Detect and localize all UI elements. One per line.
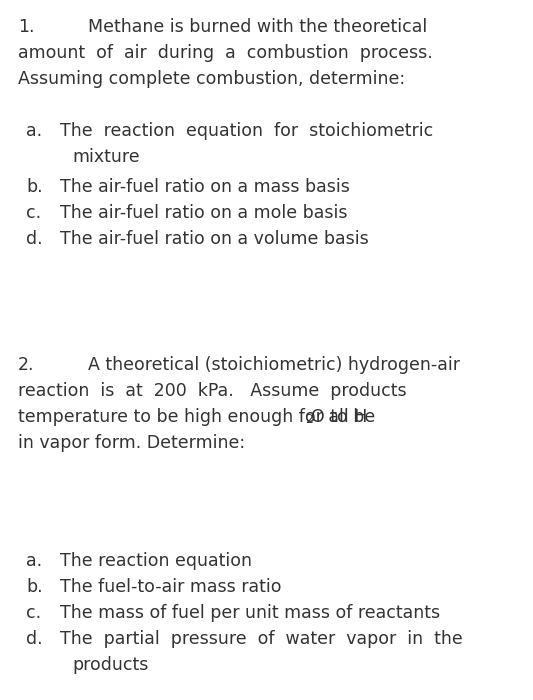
Text: amount  of  air  during  a  combustion  process.: amount of air during a combustion proces… <box>18 44 433 62</box>
Text: mixture: mixture <box>72 148 140 166</box>
Text: The  reaction  equation  for  stoichiometric: The reaction equation for stoichiometric <box>60 122 433 140</box>
Text: The reaction equation: The reaction equation <box>60 552 252 570</box>
Text: d.: d. <box>26 230 43 248</box>
Text: b.: b. <box>26 178 43 196</box>
Text: b.: b. <box>26 578 43 596</box>
Text: A theoretical (stoichiometric) hydrogen-air: A theoretical (stoichiometric) hydrogen-… <box>88 356 460 374</box>
Text: a.: a. <box>26 552 42 570</box>
Text: 1.: 1. <box>18 18 35 36</box>
Text: c.: c. <box>26 604 41 622</box>
Text: a.: a. <box>26 122 42 140</box>
Text: temperature to be high enough for all H: temperature to be high enough for all H <box>18 408 367 426</box>
Text: The  partial  pressure  of  water  vapor  in  the: The partial pressure of water vapor in t… <box>60 630 463 648</box>
Text: 2: 2 <box>305 413 312 426</box>
Text: The air-fuel ratio on a mole basis: The air-fuel ratio on a mole basis <box>60 204 348 222</box>
Text: reaction  is  at  200  kPa.   Assume  products: reaction is at 200 kPa. Assume products <box>18 382 407 400</box>
Text: The air-fuel ratio on a volume basis: The air-fuel ratio on a volume basis <box>60 230 369 248</box>
Text: The fuel-to-air mass ratio: The fuel-to-air mass ratio <box>60 578 281 596</box>
Text: The mass of fuel per unit mass of reactants: The mass of fuel per unit mass of reacta… <box>60 604 440 622</box>
Text: d.: d. <box>26 630 43 648</box>
Text: O to be: O to be <box>311 408 375 426</box>
Text: products: products <box>72 656 148 674</box>
Text: in vapor form. Determine:: in vapor form. Determine: <box>18 434 245 452</box>
Text: Methane is burned with the theoretical: Methane is burned with the theoretical <box>88 18 427 36</box>
Text: The air-fuel ratio on a mass basis: The air-fuel ratio on a mass basis <box>60 178 350 196</box>
Text: 2.: 2. <box>18 356 35 374</box>
Text: c.: c. <box>26 204 41 222</box>
Text: Assuming complete combustion, determine:: Assuming complete combustion, determine: <box>18 70 405 88</box>
